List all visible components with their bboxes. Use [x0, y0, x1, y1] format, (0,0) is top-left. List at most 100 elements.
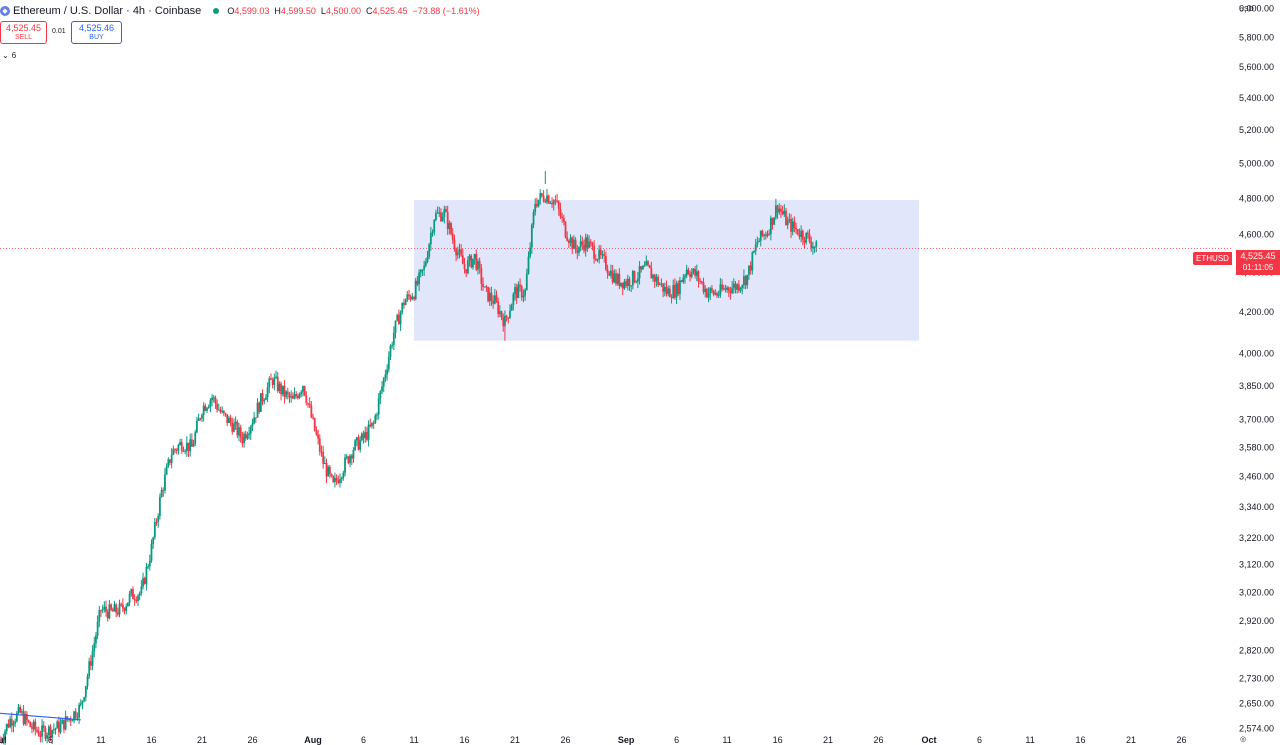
- candle: [719, 278, 722, 298]
- candle: [679, 276, 681, 300]
- candle: [618, 268, 621, 289]
- candle: [652, 273, 654, 282]
- candle: [515, 283, 518, 305]
- candle: [209, 398, 212, 413]
- candle: [251, 418, 254, 431]
- candle: [564, 221, 567, 239]
- candle: [0, 735, 1, 741]
- price-tick-label: 3,700.00: [1239, 415, 1274, 425]
- candle: [441, 212, 444, 222]
- bar-countdown: 01:11:05: [1242, 263, 1274, 272]
- candle: [586, 234, 589, 253]
- candle: [505, 314, 508, 322]
- candle: [238, 422, 240, 442]
- price-tick-label: 2,574.00: [1239, 723, 1274, 733]
- candle: [803, 236, 806, 249]
- candle: [771, 217, 774, 230]
- candle: [59, 718, 62, 734]
- buy-label: BUY: [89, 34, 104, 41]
- candle: [785, 207, 787, 226]
- candle: [138, 591, 141, 601]
- candle: [132, 586, 134, 600]
- candle: [574, 237, 577, 254]
- indicators-toggle[interactable]: ⌄ 6: [2, 51, 16, 60]
- candle: [26, 711, 28, 726]
- candle: [187, 442, 190, 458]
- candle: [239, 424, 242, 443]
- candle: [135, 596, 138, 603]
- candle: [615, 269, 617, 286]
- candle: [268, 376, 271, 394]
- candle: [89, 655, 92, 671]
- sell-label: SELL: [14, 34, 33, 41]
- time-axis[interactable]: Jul 6 11 16 21 26 Aug 6 11 16 21 26 Sep 6 11 16 21 26 Oct 6…: [0, 735, 1187, 745]
- symbol-header[interactable]: ◆ Ethereum / U.S. Dollar · 4h · Coinbase…: [0, 3, 480, 19]
- candle: [658, 282, 661, 286]
- candle: [170, 448, 173, 469]
- candle: [194, 429, 197, 446]
- candle: [327, 465, 330, 477]
- candle: [106, 609, 109, 622]
- candle: [492, 295, 495, 309]
- candle: [561, 212, 564, 223]
- axis-settings-icon[interactable]: ◎: [1240, 736, 1247, 743]
- candle: [42, 720, 45, 732]
- candle: [598, 245, 601, 264]
- candle: [39, 730, 42, 743]
- candle: [88, 657, 91, 679]
- candle: [167, 457, 170, 468]
- consolidation-range-box[interactable]: [414, 200, 919, 341]
- price-axis[interactable]: 2,574.00 2,650.00 2,730.00 2,820.00 2,920.00…: [1239, 3, 1274, 733]
- candle: [5, 723, 8, 735]
- candle: [103, 601, 106, 613]
- candle: [416, 275, 419, 287]
- symbol-title[interactable]: Ethereum / U.S. Dollar · 4h · Coinbase: [13, 5, 202, 17]
- price-tick-label: 4,000.00: [1239, 348, 1274, 358]
- candle: [778, 203, 781, 215]
- candle: [46, 732, 49, 744]
- candle: [334, 472, 336, 488]
- candle: [690, 268, 693, 279]
- candle: [579, 234, 582, 252]
- symbol-price-tag: ETHUSD: [1193, 252, 1232, 265]
- candle: [490, 286, 493, 306]
- candle: [37, 726, 40, 737]
- candle: [303, 385, 306, 397]
- candle: [763, 233, 766, 241]
- candle: [411, 293, 414, 301]
- candle: [34, 718, 37, 736]
- buy-button[interactable]: 4,525.46 BUY: [71, 21, 122, 44]
- candle: [377, 393, 380, 420]
- candle: [815, 240, 818, 253]
- trend-line[interactable]: [0, 712, 81, 721]
- candle: [737, 280, 740, 293]
- sell-button[interactable]: 4,525.45 SELL: [0, 21, 47, 44]
- candle: [495, 290, 498, 303]
- candle: [446, 205, 449, 235]
- candle: [108, 599, 111, 620]
- candle: [152, 536, 155, 549]
- candle: [655, 273, 658, 287]
- time-tick-label: 16: [460, 735, 470, 745]
- price-tick-label: 5,600.00: [1239, 62, 1274, 72]
- candle: [746, 274, 749, 289]
- candle: [404, 298, 407, 306]
- candle: [263, 398, 266, 405]
- candle: [547, 194, 550, 204]
- candle: [110, 603, 112, 612]
- candle: [709, 286, 712, 301]
- candle: [17, 703, 20, 715]
- candle: [689, 270, 691, 282]
- buy-price: 4,525.46: [78, 23, 115, 33]
- candle: [307, 402, 309, 408]
- ethereum-icon: ◆: [0, 6, 10, 16]
- candle: [155, 518, 158, 526]
- candle: [84, 685, 87, 702]
- candle: [7, 719, 10, 729]
- candle: [732, 278, 735, 294]
- currency-label[interactable]: USD: [1239, 6, 1254, 13]
- candle: [623, 278, 626, 290]
- candle: [456, 246, 459, 260]
- candle: [783, 204, 786, 217]
